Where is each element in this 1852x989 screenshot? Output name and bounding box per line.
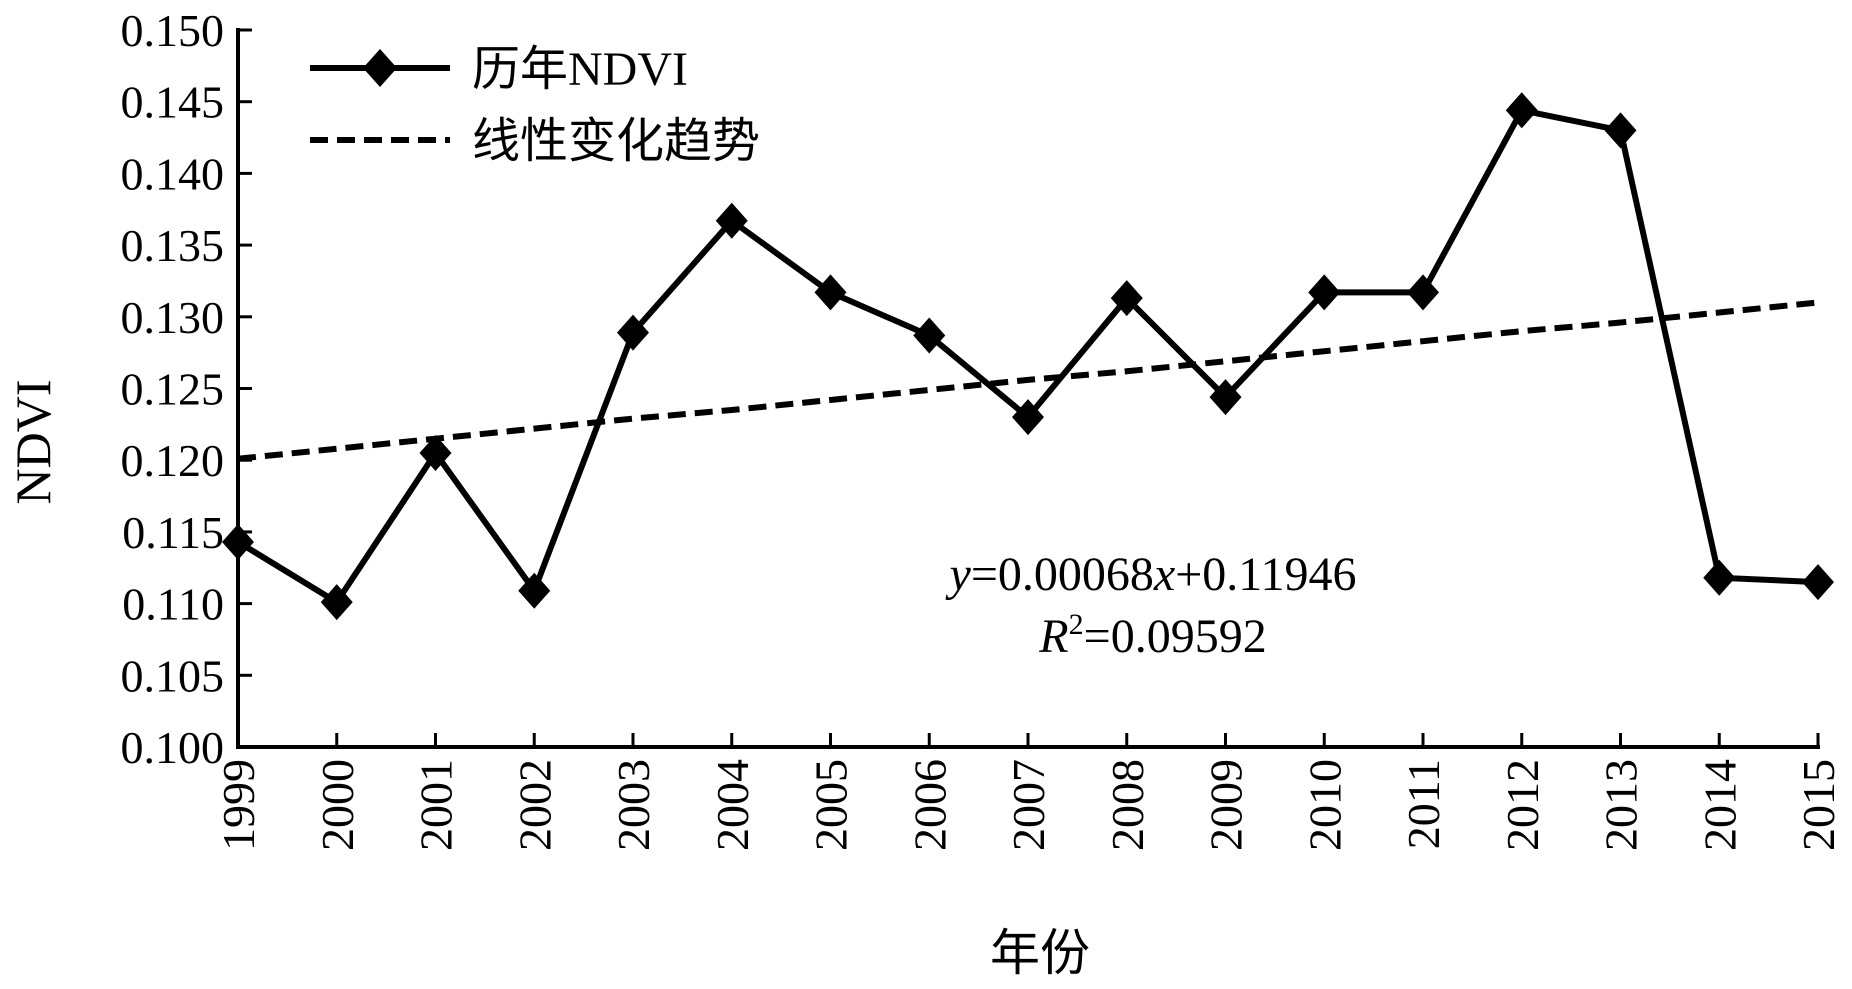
y-tick-label: 0.140 <box>121 148 225 199</box>
x-tick-label: 2010 <box>1299 759 1350 851</box>
x-tick-label: 2000 <box>312 759 363 851</box>
equation-intercept: +0.11946 <box>1175 548 1356 601</box>
y-tick-label: 0.115 <box>122 507 224 558</box>
ndvi-data-point <box>518 572 551 609</box>
x-tick-label: 2003 <box>608 759 659 851</box>
x-tick-label: 2009 <box>1201 759 1252 851</box>
x-tick-label: 1999 <box>213 759 264 851</box>
legend-trend-label: 线性变化趋势 <box>472 115 760 168</box>
ndvi-data-point <box>814 274 847 311</box>
ndvi-data-point <box>1209 379 1242 416</box>
ndvi-data-point <box>1308 274 1341 311</box>
ndvi-data-point <box>1505 92 1538 129</box>
x-tick-label: 2001 <box>411 759 462 851</box>
ndvi-data-point <box>1703 559 1736 596</box>
regression-r-squared: R2=0.09592 <box>1038 608 1266 663</box>
ndvi-data-point <box>617 314 649 351</box>
ndvi-data-point <box>1110 280 1143 317</box>
y-tick-label: 0.110 <box>122 579 224 630</box>
x-axis-title: 年份 <box>990 925 1090 981</box>
y-tick-label: 0.120 <box>121 435 225 486</box>
r-squared-exponent: 2 <box>1069 608 1084 641</box>
legend-ndvi-diamond-marker <box>363 49 397 87</box>
x-tick-label: 2004 <box>707 759 758 851</box>
x-tick-label: 2002 <box>509 759 560 851</box>
x-tick-label: 2008 <box>1102 759 1153 851</box>
r-squared-value: =0.09592 <box>1084 610 1267 663</box>
y-tick-label: 0.125 <box>121 364 225 415</box>
trend-line-series <box>237 299 1819 462</box>
y-tick-label: 0.145 <box>121 77 225 128</box>
ndvi-series-line <box>236 106 1819 607</box>
ndvi-data-point <box>222 523 254 560</box>
equation-y-variable: y <box>945 548 972 601</box>
y-tick-label: 0.130 <box>121 292 225 343</box>
x-tick-label: 2011 <box>1398 759 1449 849</box>
x-tick-label: 2014 <box>1694 759 1745 851</box>
x-tick-label: 2007 <box>1003 759 1054 851</box>
y-tick-label: 0.100 <box>121 722 225 773</box>
ndvi-data-point <box>419 435 452 472</box>
ndvi-line-series <box>222 92 1834 621</box>
x-tick-label: 2006 <box>904 759 955 851</box>
y-tick-label: 0.150 <box>121 5 225 56</box>
regression-annotation: y=0.00068x+0.11946 R2=0.09592 <box>945 548 1357 663</box>
equation-slope: =0.00068 <box>971 548 1154 601</box>
x-tick-label: 2015 <box>1793 759 1844 851</box>
legend-ndvi-label: 历年NDVI <box>472 43 688 96</box>
y-axis-title: NDVI <box>5 380 61 505</box>
r-squared-symbol: R <box>1038 610 1068 663</box>
trend-dashed-line <box>237 299 1819 462</box>
y-tick-label: 0.105 <box>121 650 225 701</box>
x-tick-label: 2012 <box>1497 759 1548 851</box>
legend: 历年NDVI 线性变化趋势 <box>310 43 760 168</box>
ndvi-data-point <box>320 584 353 621</box>
x-tick-label: 2005 <box>806 759 857 851</box>
y-tick-label: 0.135 <box>121 220 225 271</box>
ndvi-data-point <box>913 317 946 354</box>
y-ticks: 0.100 0.105 0.110 0.115 0.120 0.125 0.130 0.135… <box>121 5 252 773</box>
regression-equation: y=0.00068x+0.11946 <box>945 548 1357 601</box>
equation-x-variable: x <box>1153 548 1175 601</box>
x-tick-label: 2013 <box>1596 759 1647 851</box>
ndvi-data-point <box>1802 564 1834 601</box>
ndvi-data-point <box>715 202 748 239</box>
ndvi-data-point <box>1604 112 1637 149</box>
x-ticks: 1999 2000 2001 2002 2003 2004 2005 2006 2007 2008… <box>213 733 1844 851</box>
ndvi-data-point <box>1407 274 1439 311</box>
ndvi-data-point <box>1012 399 1044 436</box>
